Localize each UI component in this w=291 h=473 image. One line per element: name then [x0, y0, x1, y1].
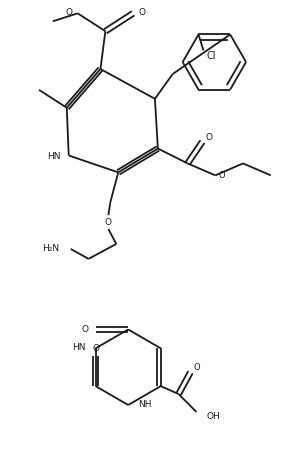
- Text: O: O: [66, 8, 73, 17]
- Text: HN: HN: [47, 152, 61, 161]
- Text: Cl: Cl: [206, 52, 216, 61]
- Text: O: O: [92, 344, 99, 353]
- Text: HN: HN: [72, 343, 86, 352]
- Text: H₂N: H₂N: [42, 245, 59, 254]
- Text: O: O: [105, 218, 112, 227]
- Text: O: O: [218, 171, 225, 180]
- Text: OH: OH: [206, 412, 220, 421]
- Text: O: O: [138, 8, 145, 17]
- Text: NH: NH: [138, 400, 152, 409]
- Text: O: O: [194, 363, 200, 372]
- Text: O: O: [81, 325, 88, 334]
- Text: O: O: [205, 133, 212, 142]
